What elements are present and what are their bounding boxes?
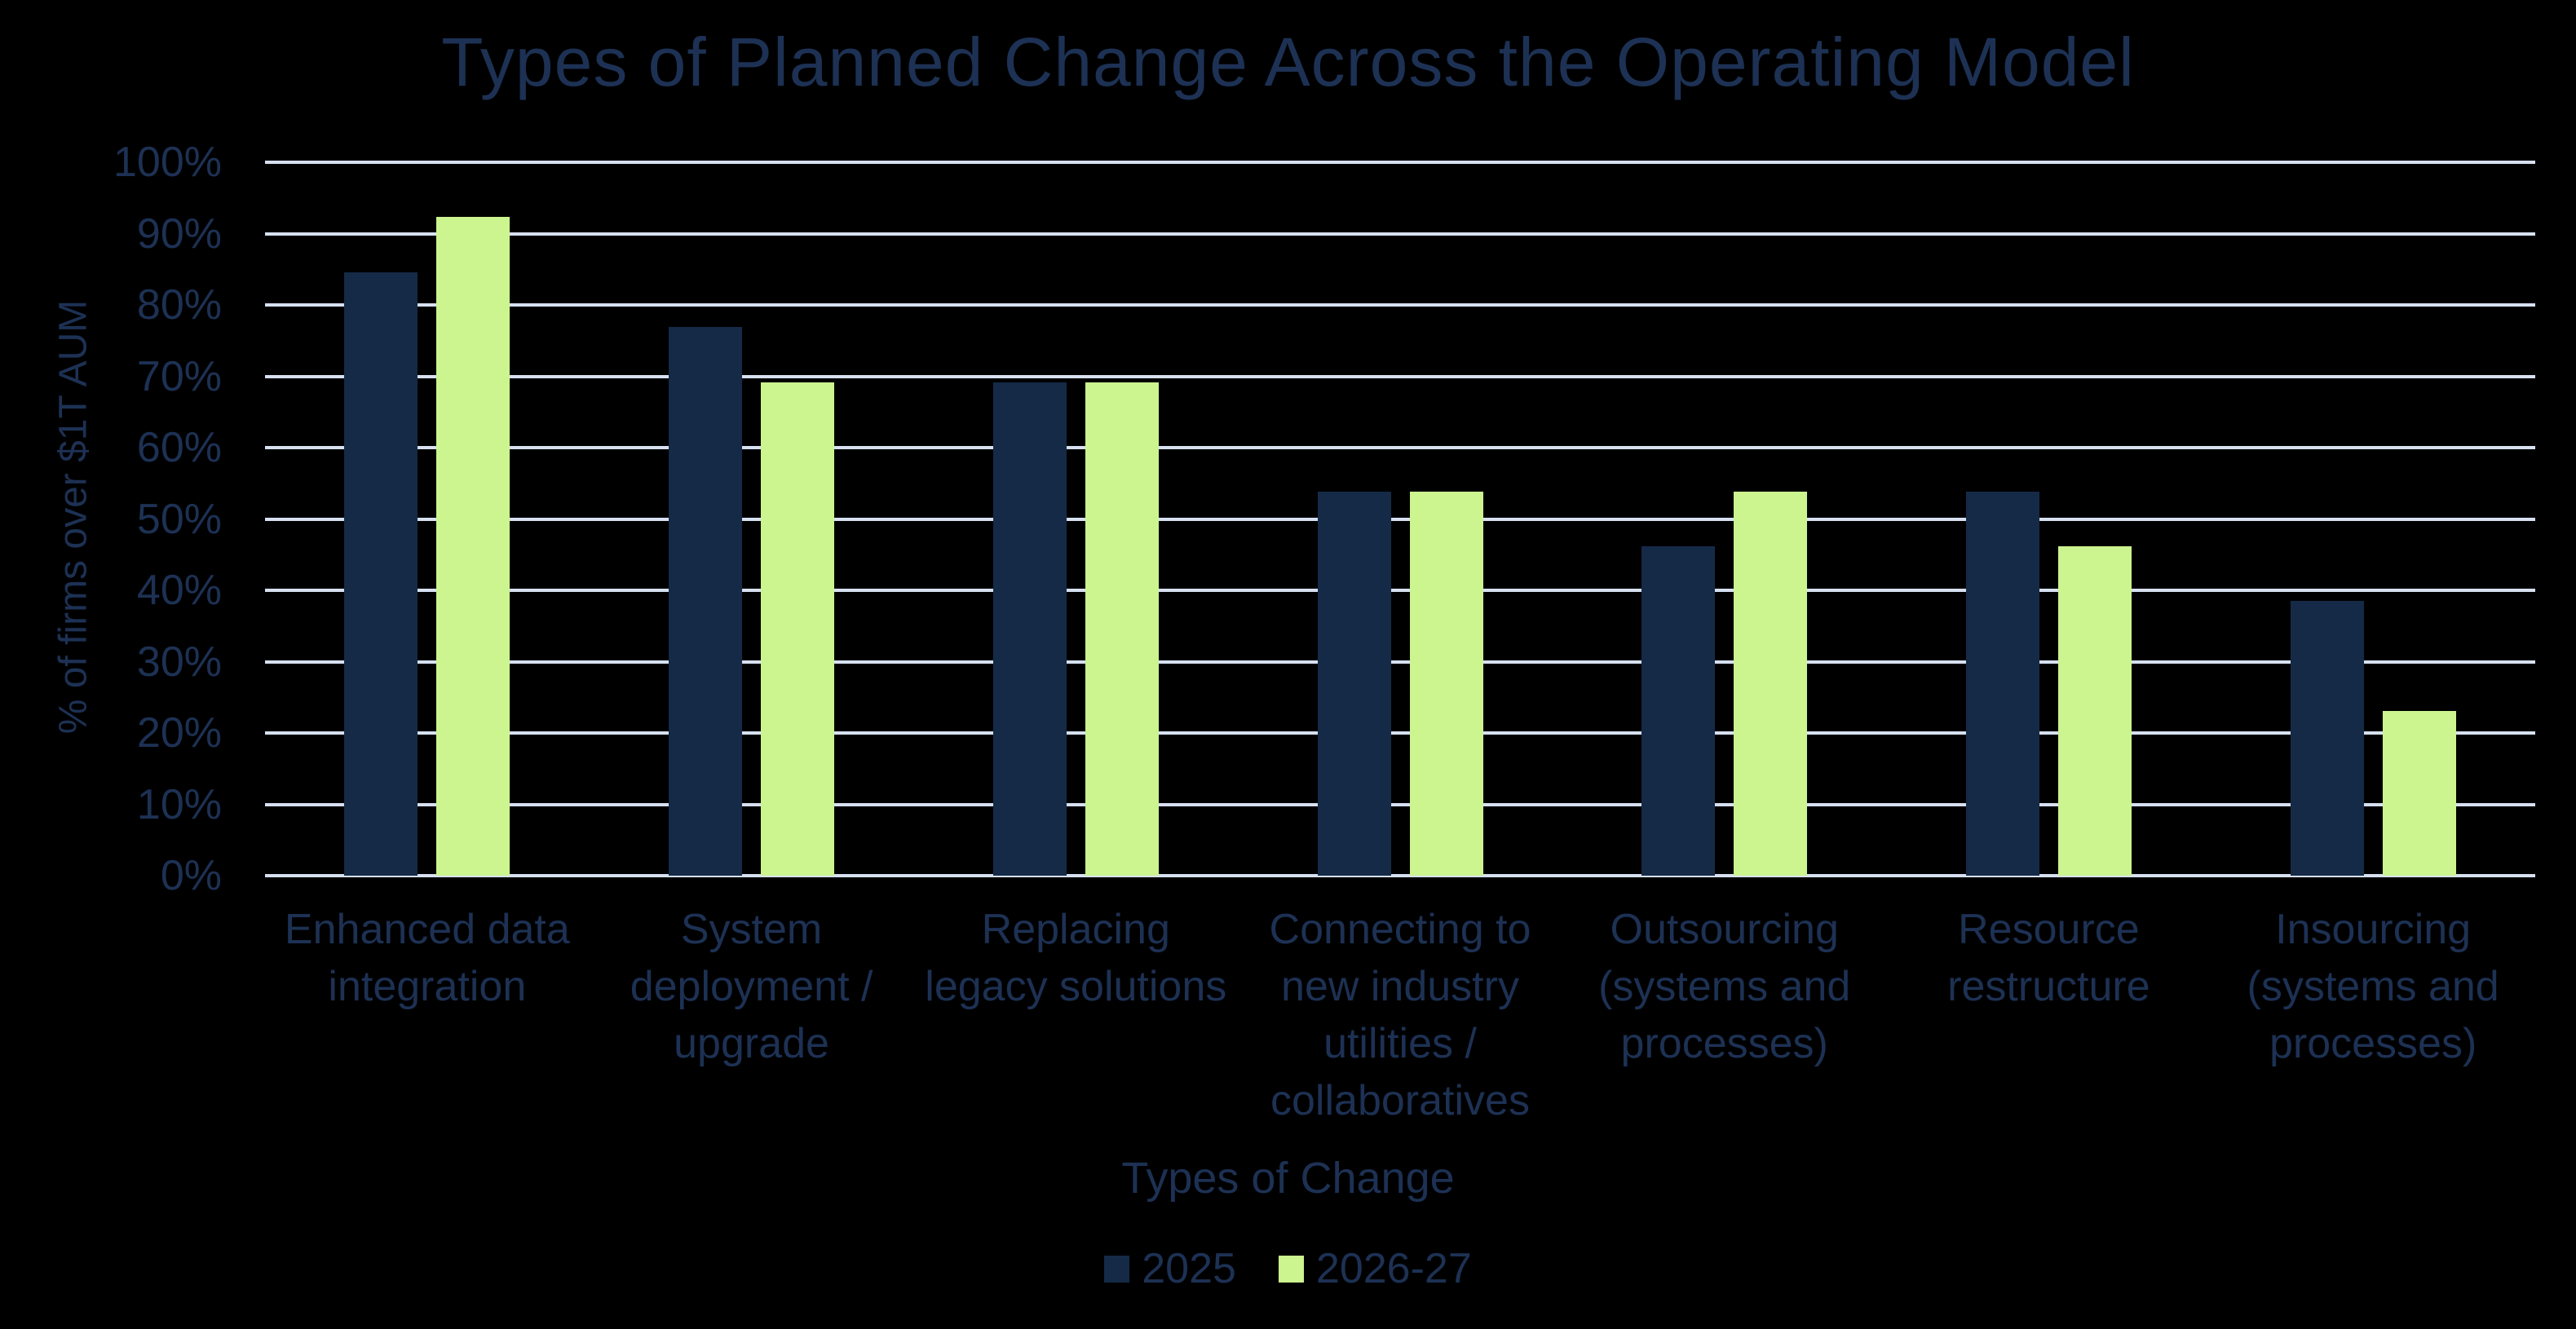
- gridline-70: [265, 374, 2535, 378]
- x-category-label: System deployment / upgrade: [630, 906, 873, 1067]
- bar-2026-27-category-4: [1409, 492, 1483, 876]
- legend-label: 2026-27: [1315, 1245, 1472, 1292]
- x-category-label: Outsourcing (systems and processes): [1598, 906, 1851, 1067]
- x-category-label: Replacing legacy solutions: [925, 906, 1227, 1010]
- bar-2026-27-category-6: [2057, 545, 2132, 876]
- y-tick-label: 40%: [136, 567, 222, 614]
- x-category-label: Connecting to new industry utilities / c…: [1269, 906, 1531, 1124]
- legend: 2025 2026-27: [0, 1243, 2576, 1295]
- bar-2025-category-3: [992, 382, 1067, 876]
- gridline-60: [265, 446, 2535, 449]
- y-tick-label: 80%: [136, 281, 222, 329]
- x-category-label: Resource restructure: [1947, 906, 2150, 1010]
- y-tick-label: 60%: [136, 424, 222, 471]
- bar-2025-category-7: [2290, 601, 2364, 876]
- bar-2026-27-category-1: [436, 217, 510, 876]
- bar-2025-category-5: [1641, 545, 1716, 876]
- y-tick-label: 10%: [136, 780, 222, 828]
- bar-2026-27-category-7: [2382, 710, 2456, 876]
- bar-2025-category-1: [344, 272, 418, 876]
- gridline-40: [265, 589, 2535, 592]
- chart-title: Types of Planned Change Across the Opera…: [441, 24, 2135, 100]
- gridline-10: [265, 802, 2535, 806]
- gridline-80: [265, 303, 2535, 307]
- legend-swatch-2026-27: [1278, 1255, 1304, 1283]
- legend-item-2026-27: 2026-27: [1278, 1243, 1472, 1295]
- gridline-50: [265, 517, 2535, 521]
- bar-2026-27-category-3: [1085, 382, 1159, 876]
- y-tick-label: 50%: [136, 495, 222, 543]
- bar-2025-category-2: [669, 327, 743, 876]
- gridline-90: [265, 232, 2535, 236]
- plot-area: [265, 161, 2535, 877]
- gridline-100: [265, 161, 2535, 164]
- bar-2025-category-4: [1317, 492, 1391, 876]
- y-tick-label: 70%: [136, 352, 222, 400]
- legend-swatch-2025: [1104, 1255, 1130, 1283]
- y-tick-label: 100%: [113, 139, 222, 186]
- y-tick-label: 20%: [136, 709, 222, 757]
- x-category-label: Enhanced data integration: [284, 906, 570, 1010]
- bar-2026-27-category-5: [1734, 492, 1808, 876]
- legend-label: 2025: [1142, 1245, 1236, 1292]
- x-category-label: Insourcing (systems and processes): [2247, 906, 2499, 1067]
- y-tick-label: 30%: [136, 638, 222, 686]
- gridline-30: [265, 660, 2535, 664]
- gridline-20: [265, 731, 2535, 735]
- y-tick-label: 90%: [136, 210, 222, 258]
- bar-2025-category-6: [1965, 492, 2039, 876]
- bar-2026-27-category-2: [761, 382, 835, 876]
- gridline-0: [265, 874, 2535, 877]
- x-axis-title: Types of Change: [1121, 1154, 1455, 1203]
- legend-item-2025: 2025: [1104, 1243, 1236, 1295]
- y-tick-label: 0%: [160, 852, 222, 899]
